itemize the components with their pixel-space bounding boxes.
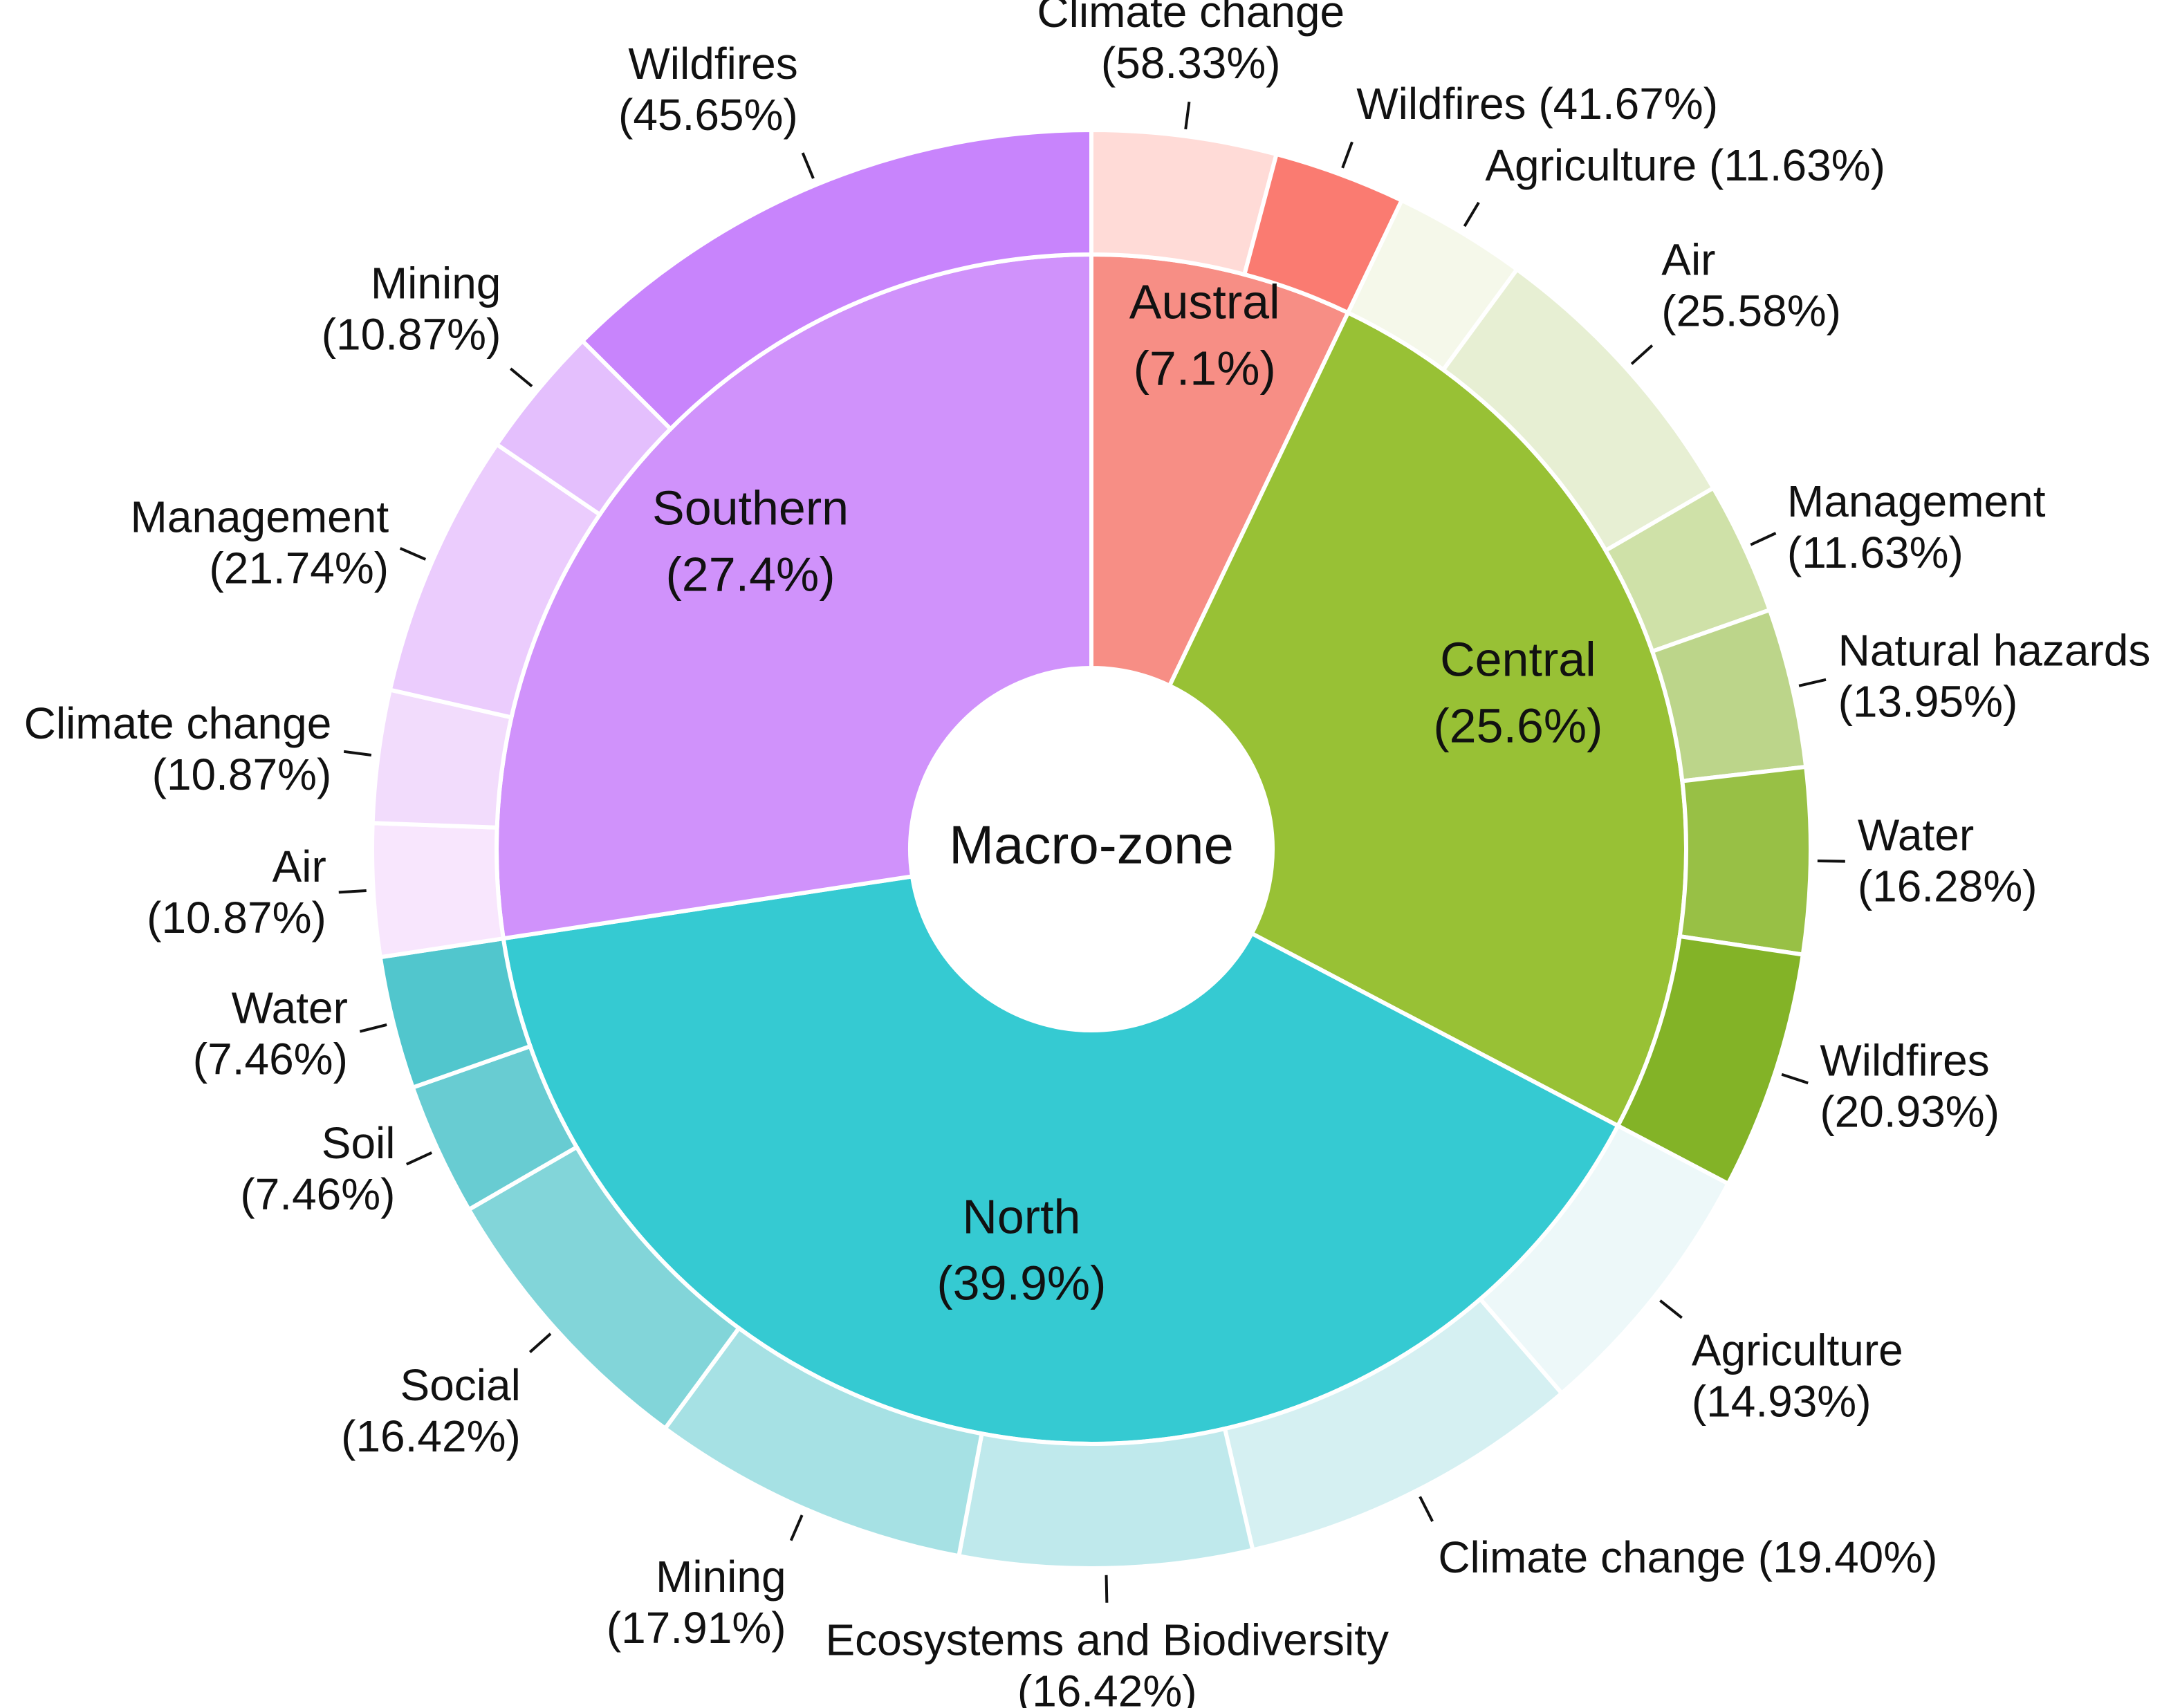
outer-label-line: (16.42%) [1017, 1666, 1197, 1708]
outer-label-line: Air [1661, 234, 1715, 284]
outer-label-southern-management: Management (21.74%) [131, 492, 389, 593]
outer-label-line: (45.65%) [618, 90, 798, 140]
center-label: Macro-zone [949, 815, 1234, 875]
outer-label-line: (11.63%) [1787, 528, 1964, 577]
outer-label-line: (7.46%) [240, 1169, 395, 1219]
outer-label-line: Soil [322, 1118, 396, 1168]
leader-line-central-agriculture [1463, 201, 1480, 228]
leader-line-central-air [1630, 344, 1654, 365]
inner-label-name: Central [1440, 632, 1596, 686]
outer-label-line: Climate change (19.40%) [1438, 1532, 1937, 1582]
inner-label-value: (25.6%) [1433, 698, 1602, 752]
outer-label-north-water: Water (7.46%) [193, 983, 348, 1084]
inner-label-value: (7.1%) [1134, 341, 1276, 395]
outer-slice-southern-air [370, 821, 506, 960]
outer-label-southern-air: Air (10.87%) [147, 842, 326, 943]
inner-label-austral: Austral (7.1%) [1129, 275, 1280, 395]
outer-label-line: Wildfires (41.67%) [1356, 79, 1718, 129]
outer-label-line: Mining [371, 258, 501, 308]
outer-label-line: (13.95%) [1838, 676, 2018, 726]
outer-label-central-air: Air (25.58%) [1661, 234, 1841, 335]
inner-ring [495, 252, 1688, 1446]
outer-label-line: (58.33%) [1101, 38, 1281, 88]
outer-label-north-mining: Mining (17.91%) [607, 1552, 786, 1653]
inner-label-name: Southern [652, 481, 849, 535]
outer-label-north-social: Social (16.42%) [341, 1360, 521, 1461]
leader-line-southern-wildfires [801, 152, 815, 179]
outer-label-line: (25.58%) [1661, 286, 1841, 335]
leader-line-north-mining [789, 1514, 804, 1541]
outer-label-line: (16.28%) [1858, 862, 2038, 911]
leader-line-central-natural-hazards [1798, 678, 1827, 687]
outer-slice-central-water [1677, 764, 1813, 957]
outer-label-central-wildfires: Wildfires (20.93%) [1820, 1035, 1999, 1136]
outer-label-line: Mining [656, 1552, 786, 1602]
leader-line-north-water [359, 1023, 387, 1033]
outer-label-line: Climate change [1037, 0, 1345, 37]
outer-label-north-soil: Soil (7.46%) [240, 1118, 395, 1219]
outer-label-north-climate-change: Climate change (19.40%) [1438, 1532, 1937, 1582]
center-hole [909, 667, 1274, 1032]
outer-label-line: Air [272, 842, 326, 891]
inner-label-value: (39.9%) [936, 1256, 1106, 1310]
outer-ring [370, 127, 1813, 1570]
outer-label-central-management: Management (11.63%) [1787, 476, 2046, 577]
outer-label-line: (14.93%) [1692, 1377, 1872, 1427]
inner-label-name: North [962, 1190, 1080, 1244]
outer-label-line: Management [1787, 476, 2046, 526]
outer-label-line: Wildfires [628, 39, 797, 89]
leader-line-southern-mining [509, 367, 533, 388]
outer-label-southern-wildfires: Wildfires (45.65%) [618, 39, 798, 140]
leader-line-north-soil [405, 1151, 433, 1166]
outer-slice-southern-wildfires [579, 127, 1093, 432]
inner-label-north: North (39.9%) [936, 1190, 1106, 1310]
leader-line-north-climate-change [1419, 1496, 1434, 1522]
outer-label-line: Natural hazards [1838, 625, 2151, 675]
outer-label-line: Climate change [24, 698, 332, 748]
inner-labels: Austral (7.1%) Central (25.6%) North (39.9%) S… [652, 275, 1602, 1310]
inner-label-name: Austral [1129, 275, 1280, 328]
leader-line-central-wildfires [1781, 1073, 1809, 1085]
outer-label-line: Agriculture [1692, 1326, 1903, 1375]
leader-line-north-agriculture [1659, 1299, 1683, 1319]
outer-label-southern-climate-change: Climate change (10.87%) [24, 698, 332, 799]
inner-label-central: Central (25.6%) [1433, 632, 1602, 752]
outer-label-north-ecosystems-and-biodiversity: Ecosystems and Biodiversity (16.42%) [825, 1615, 1389, 1708]
outer-label-central-water: Water (16.28%) [1858, 810, 2038, 911]
leader-line-central-water [1817, 860, 1845, 863]
outer-label-line: (7.46%) [193, 1034, 348, 1084]
outer-label-line: Wildfires [1820, 1035, 1989, 1085]
leader-line-north-social [528, 1333, 552, 1353]
outer-label-line: (10.87%) [152, 750, 332, 799]
leader-line-central-management [1750, 532, 1777, 546]
inner-label-southern: Southern (27.4%) [652, 481, 849, 601]
outer-label-line: (21.74%) [209, 543, 389, 593]
outer-label-austral-wildfires: Wildfires (41.67%) [1356, 79, 1718, 129]
outer-label-north-agriculture: Agriculture (14.93%) [1692, 1326, 1903, 1427]
outer-label-central-natural-hazards: Natural hazards (13.95%) [1838, 625, 2151, 726]
outer-label-line: (10.87%) [147, 893, 326, 943]
outer-label-line: Social [400, 1360, 521, 1410]
inner-label-value: (27.4%) [666, 547, 835, 601]
leader-line-southern-air [338, 889, 367, 894]
outer-label-line: Management [131, 492, 389, 541]
outer-label-southern-mining: Mining (10.87%) [322, 258, 501, 359]
outer-slice-north-ecosystems-and-biodiversity [956, 1426, 1255, 1570]
outer-labels: Climate change (58.33%)Wildfires (41.67%)… [24, 0, 2151, 1708]
outer-label-line: Water [1858, 810, 1974, 860]
outer-label-line: (10.87%) [322, 309, 501, 359]
outer-label-central-agriculture: Agriculture (11.63%) [1485, 140, 1885, 190]
outer-label-line: Agriculture (11.63%) [1485, 140, 1885, 190]
leader-line-southern-climate-change [343, 750, 372, 756]
outer-label-austral-climate-change: Climate change (58.33%) [1037, 0, 1345, 88]
leader-line-austral-wildfires [1341, 141, 1354, 169]
outer-label-line: Ecosystems and Biodiversity [825, 1615, 1389, 1664]
outer-label-line: (17.91%) [607, 1603, 786, 1653]
leader-line-southern-management [399, 547, 427, 561]
leader-line-austral-climate-change [1184, 101, 1191, 130]
outer-label-line: (16.42%) [341, 1411, 521, 1461]
outer-label-line: Water [232, 983, 348, 1033]
outer-label-line: (20.93%) [1820, 1086, 1999, 1136]
